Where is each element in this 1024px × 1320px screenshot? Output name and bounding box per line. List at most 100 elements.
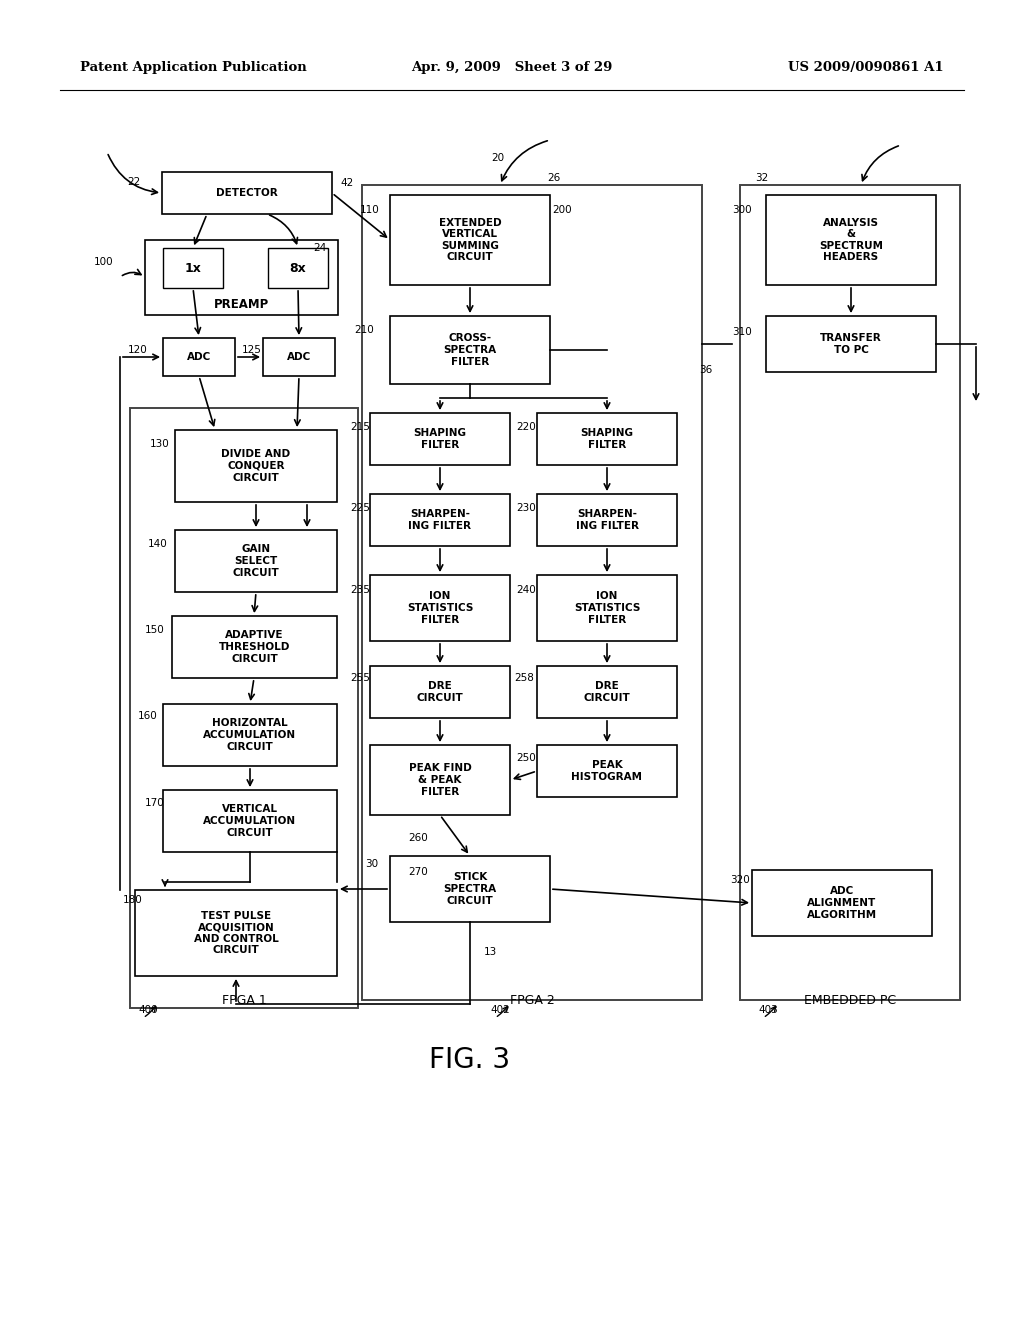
Bar [766, 195, 936, 285]
Text: 403: 403 [758, 1005, 778, 1015]
Bar [263, 338, 335, 376]
Text: 140: 140 [148, 539, 168, 549]
Text: 8x: 8x [290, 261, 306, 275]
Text: PEAK FIND
& PEAK
FILTER: PEAK FIND & PEAK FILTER [409, 763, 471, 796]
Bar [370, 413, 510, 465]
Text: TEST PULSE
ACQUISITION
AND CONTROL
CIRCUIT: TEST PULSE ACQUISITION AND CONTROL CIRCU… [194, 911, 279, 956]
Bar [163, 338, 234, 376]
Text: 255: 255 [350, 673, 370, 682]
Text: 215: 215 [350, 422, 370, 432]
Text: STICK
SPECTRA
CIRCUIT: STICK SPECTRA CIRCUIT [443, 873, 497, 906]
Text: SHAPING
FILTER: SHAPING FILTER [414, 428, 467, 450]
Bar [370, 576, 510, 642]
Bar [175, 430, 337, 502]
Bar [145, 240, 338, 315]
Text: GAIN
SELECT
CIRCUIT: GAIN SELECT CIRCUIT [232, 544, 280, 578]
Bar [740, 185, 961, 1001]
Text: 240: 240 [516, 585, 536, 595]
Text: 160: 160 [138, 711, 158, 721]
Text: 32: 32 [756, 173, 769, 183]
Text: 1x: 1x [184, 261, 202, 275]
Bar [390, 855, 550, 921]
Text: 300: 300 [732, 205, 752, 215]
Bar [537, 413, 677, 465]
Bar [130, 408, 358, 1008]
Text: 24: 24 [313, 243, 327, 253]
Text: 130: 130 [151, 440, 170, 449]
Bar [370, 494, 510, 546]
Text: 225: 225 [350, 503, 370, 513]
Text: 258: 258 [514, 673, 534, 682]
Text: 400: 400 [138, 1005, 158, 1015]
Bar [268, 248, 328, 288]
Text: HORIZONTAL
ACCUMULATION
CIRCUIT: HORIZONTAL ACCUMULATION CIRCUIT [204, 718, 297, 751]
Bar [135, 890, 337, 975]
Text: VERTICAL
ACCUMULATION
CIRCUIT: VERTICAL ACCUMULATION CIRCUIT [204, 804, 297, 838]
Text: 180: 180 [123, 895, 143, 906]
Text: Apr. 9, 2009   Sheet 3 of 29: Apr. 9, 2009 Sheet 3 of 29 [412, 62, 612, 74]
Text: SHAPING
FILTER: SHAPING FILTER [581, 428, 634, 450]
Bar [162, 172, 332, 214]
Text: 230: 230 [516, 503, 536, 513]
Text: CROSS-
SPECTRA
FILTER: CROSS- SPECTRA FILTER [443, 334, 497, 367]
Text: 26: 26 [548, 173, 560, 183]
Bar [390, 195, 550, 285]
Text: FIG. 3: FIG. 3 [429, 1045, 511, 1074]
Bar [766, 315, 936, 372]
Text: SHARPEN-
ING FILTER: SHARPEN- ING FILTER [575, 510, 639, 531]
Text: EXTENDED
VERTICAL
SUMMING
CIRCUIT: EXTENDED VERTICAL SUMMING CIRCUIT [438, 218, 502, 263]
Bar [172, 616, 337, 678]
Text: DRE
CIRCUIT: DRE CIRCUIT [584, 681, 631, 702]
Text: SHARPEN-
ING FILTER: SHARPEN- ING FILTER [409, 510, 471, 531]
Text: ADC
ALIGNMENT
ALGORITHM: ADC ALIGNMENT ALGORITHM [807, 887, 878, 920]
Text: ION
STATISTICS
FILTER: ION STATISTICS FILTER [573, 591, 640, 624]
Text: 42: 42 [340, 178, 353, 187]
Text: 220: 220 [516, 422, 536, 432]
Text: ADC: ADC [186, 352, 211, 362]
Bar [163, 704, 337, 766]
Text: FPGA 1: FPGA 1 [221, 994, 266, 1006]
Text: EMBEDDED PC: EMBEDDED PC [804, 994, 896, 1006]
Text: 30: 30 [366, 859, 379, 869]
Text: 170: 170 [145, 799, 165, 808]
Bar [175, 531, 337, 591]
Bar [163, 248, 223, 288]
Text: ADC: ADC [287, 352, 311, 362]
Text: 270: 270 [409, 867, 428, 876]
Text: TRANSFER
TO PC: TRANSFER TO PC [820, 333, 882, 355]
Text: PEAK
HISTOGRAM: PEAK HISTOGRAM [571, 760, 642, 781]
Text: 235: 235 [350, 585, 370, 595]
Text: Patent Application Publication: Patent Application Publication [80, 62, 307, 74]
Bar [390, 315, 550, 384]
Text: PREAMP: PREAMP [214, 298, 269, 312]
Bar [537, 494, 677, 546]
Text: 110: 110 [360, 205, 380, 215]
Bar [752, 870, 932, 936]
Text: 36: 36 [699, 366, 713, 375]
Text: 120: 120 [128, 345, 147, 355]
Text: 150: 150 [145, 624, 165, 635]
Text: 20: 20 [492, 153, 505, 162]
Bar [163, 789, 337, 851]
Bar [537, 576, 677, 642]
Text: 210: 210 [354, 325, 374, 335]
Text: ADAPTIVE
THRESHOLD
CIRCUIT: ADAPTIVE THRESHOLD CIRCUIT [219, 631, 290, 664]
Text: US 2009/0090861 A1: US 2009/0090861 A1 [788, 62, 944, 74]
Text: DETECTOR: DETECTOR [216, 187, 278, 198]
Text: DRE
CIRCUIT: DRE CIRCUIT [417, 681, 464, 702]
Text: 402: 402 [490, 1005, 510, 1015]
Text: 310: 310 [732, 327, 752, 337]
Text: 100: 100 [94, 257, 114, 267]
Text: 260: 260 [409, 833, 428, 843]
Text: 13: 13 [483, 946, 497, 957]
Bar [537, 744, 677, 797]
Bar [537, 667, 677, 718]
Bar [370, 667, 510, 718]
Text: ION
STATISTICS
FILTER: ION STATISTICS FILTER [407, 591, 473, 624]
Text: DIVIDE AND
CONQUER
CIRCUIT: DIVIDE AND CONQUER CIRCUIT [221, 449, 291, 483]
Bar [370, 744, 510, 814]
Text: FPGA 2: FPGA 2 [510, 994, 554, 1006]
Text: 22: 22 [127, 177, 140, 187]
Text: 250: 250 [516, 752, 536, 763]
Text: ANALYSIS
&
SPECTRUM
HEADERS: ANALYSIS & SPECTRUM HEADERS [819, 218, 883, 263]
